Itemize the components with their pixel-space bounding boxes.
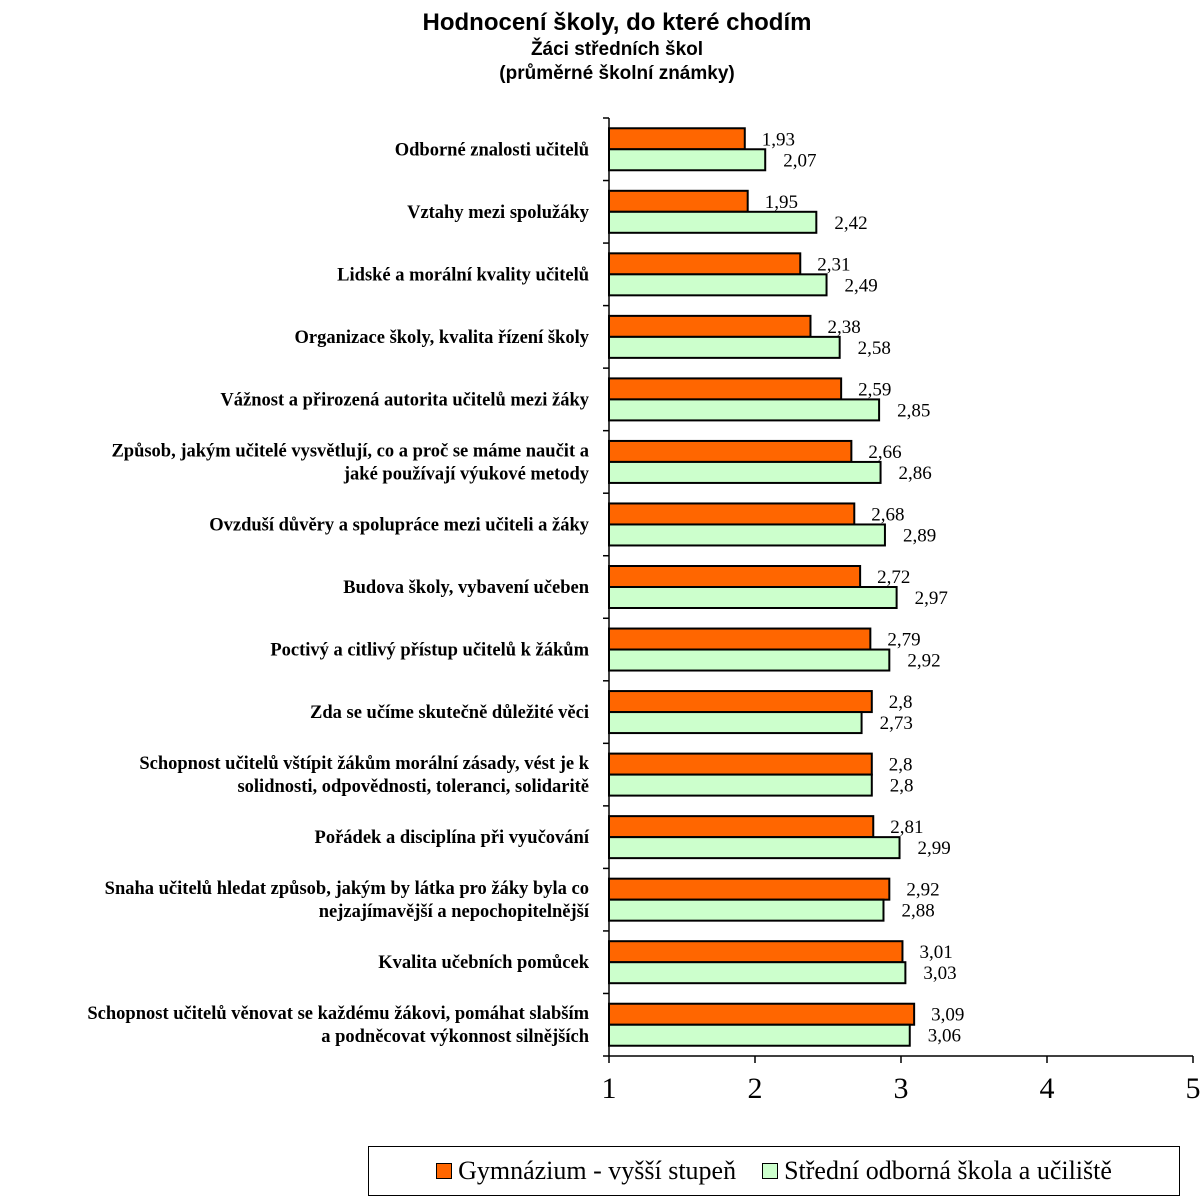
bar-series1 xyxy=(608,940,904,964)
data-label-series1: 2,66 xyxy=(868,442,901,463)
data-label-series1: 2,81 xyxy=(890,817,923,838)
chart-titles: Hodnocení školy, do které chodím Žáci st… xyxy=(0,8,1202,86)
data-label-series2: 3,06 xyxy=(928,1026,961,1047)
category-label: Schopnost učitelů vštípit žákům morální … xyxy=(139,754,589,774)
bar-series2 xyxy=(608,836,901,860)
legend-swatch-series2 xyxy=(762,1163,779,1179)
data-label-series1: 1,93 xyxy=(762,129,795,150)
bar-series1 xyxy=(608,314,812,338)
legend-label-series1: Gymnázium - vyšší stupeň xyxy=(458,1156,737,1185)
bar-series2 xyxy=(608,335,841,359)
bar-series1 xyxy=(608,1002,916,1026)
category-label: Budova školy, vybavení učeben xyxy=(343,578,589,598)
x-tick-label: 5 xyxy=(1186,1072,1201,1105)
bar-chart: 1 2 3 4 5 Odborné znalosti učitelů 1,932,07 Vzt… xyxy=(87,117,1201,1105)
data-label-series1: 2,79 xyxy=(887,630,920,651)
bar-series2 xyxy=(608,648,891,672)
bar-series1 xyxy=(608,690,873,714)
data-label-series2: 2,92 xyxy=(907,651,940,672)
bar-series2 xyxy=(608,460,882,484)
x-tick-label: 4 xyxy=(1040,1072,1055,1105)
data-label-series1: 2,8 xyxy=(889,692,913,713)
data-label-series2: 2,89 xyxy=(903,525,936,546)
data-label-series2: 2,49 xyxy=(845,275,878,296)
data-label-series2: 2,88 xyxy=(901,901,934,922)
legend-label-series2: Střední odborná škola a učiliště xyxy=(784,1156,1112,1185)
bar-series1 xyxy=(608,377,843,401)
legend-swatch-series1 xyxy=(436,1163,453,1179)
category-label: Snaha učitelů hledat způsob, jakým by lá… xyxy=(105,879,589,899)
bar-series2 xyxy=(608,273,828,297)
category-label: Organizace školy, kvalita řízení školy xyxy=(295,328,590,348)
chart-subtitle-note: (průměrné školní známky) xyxy=(499,63,735,84)
chart-legend: Gymnázium - vyšší stupeň Střední odborná… xyxy=(368,1146,1180,1196)
data-label-series2: 2,58 xyxy=(858,338,891,359)
category-label: Ovzduší důvěry a spolupráce mezi učiteli… xyxy=(209,515,589,535)
data-label-series1: 3,09 xyxy=(931,1005,964,1026)
category-label: Kvalita učebních pomůcek xyxy=(378,953,589,973)
bar-series1 xyxy=(608,815,875,839)
data-label-series2: 2,97 xyxy=(915,588,948,609)
bar-series1 xyxy=(608,189,749,213)
data-label-series1: 2,92 xyxy=(906,880,939,901)
data-label-series1: 3,01 xyxy=(919,942,952,963)
bar-series2 xyxy=(608,398,881,422)
data-label-series2: 2,42 xyxy=(834,213,867,234)
category-label: nejzajímavější a nepochopitelnější xyxy=(319,902,590,922)
x-tick-label: 3 xyxy=(894,1072,909,1105)
legend-item-series2: Střední odborná škola a učiliště xyxy=(762,1156,1112,1186)
data-label-series2: 2,07 xyxy=(783,150,816,171)
chart-title: Hodnocení školy, do které chodím xyxy=(422,9,812,36)
bar-series1 xyxy=(608,752,873,776)
legend-item-series1: Gymnázium - vyšší stupeň xyxy=(436,1156,736,1186)
chart-subtitle: Žáci středních škol xyxy=(530,39,704,60)
data-label-series1: 1,95 xyxy=(765,192,798,213)
category-label: Odborné znalosti učitelů xyxy=(395,140,589,160)
bar-series2 xyxy=(608,1023,911,1047)
category-label: Pořádek a disciplína při vyučování xyxy=(315,828,590,848)
x-tick-label: 1 xyxy=(602,1072,617,1105)
data-label-series2: 2,73 xyxy=(880,713,913,734)
bar-series2 xyxy=(608,711,863,735)
bar-series2 xyxy=(608,898,885,922)
category-label: Schopnost učitelů věnovat se každému žák… xyxy=(87,1004,589,1024)
data-label-series1: 2,59 xyxy=(858,379,891,400)
data-label-series1: 2,38 xyxy=(827,317,860,338)
bar-series2 xyxy=(608,586,898,609)
data-label-series2: 2,85 xyxy=(897,400,930,421)
bar-series2 xyxy=(608,961,907,985)
bar-series1 xyxy=(608,565,862,588)
data-label-series2: 2,99 xyxy=(918,838,951,859)
bar-series2 xyxy=(608,148,767,172)
category-label: Vážnost a přirozená autorita učitelů mez… xyxy=(220,390,589,410)
category-label: Způsob, jakým učitelé vysvětlují, co a p… xyxy=(111,441,589,461)
data-label-series1: 2,31 xyxy=(817,254,850,275)
bar-series1 xyxy=(608,502,856,526)
bar-series2 xyxy=(608,773,873,797)
data-label-series1: 2,68 xyxy=(871,504,904,525)
data-label-series1: 2,8 xyxy=(889,755,913,776)
data-label-series2: 3,03 xyxy=(923,963,956,984)
category-label: Poctivý a citlivý přístup učitelů k žáků… xyxy=(270,641,589,661)
x-tick-label: 2 xyxy=(748,1072,763,1105)
bar-series1 xyxy=(608,627,872,651)
category-label: Vztahy mezi spolužáky xyxy=(407,203,590,223)
category-label: Zda se učíme skutečně důležité věci xyxy=(310,703,589,723)
bar-series2 xyxy=(608,210,818,234)
category-label: Lidské a morální kvality učitelů xyxy=(337,265,589,285)
bar-series1 xyxy=(608,127,746,151)
data-label-series1: 2,72 xyxy=(877,567,910,588)
data-label-series2: 2,86 xyxy=(899,463,932,484)
bar-series1 xyxy=(608,877,891,901)
category-label: a podněcovat výkonnost silnějších xyxy=(321,1027,589,1047)
bar-series2 xyxy=(608,523,886,547)
bar-series1 xyxy=(608,439,853,463)
bar-series1 xyxy=(608,252,802,276)
category-label: jaké používají výukové metody xyxy=(343,464,590,484)
data-label-series2: 2,8 xyxy=(890,776,914,797)
category-label: solidnosti, odpovědnosti, toleranci, sol… xyxy=(237,777,589,797)
